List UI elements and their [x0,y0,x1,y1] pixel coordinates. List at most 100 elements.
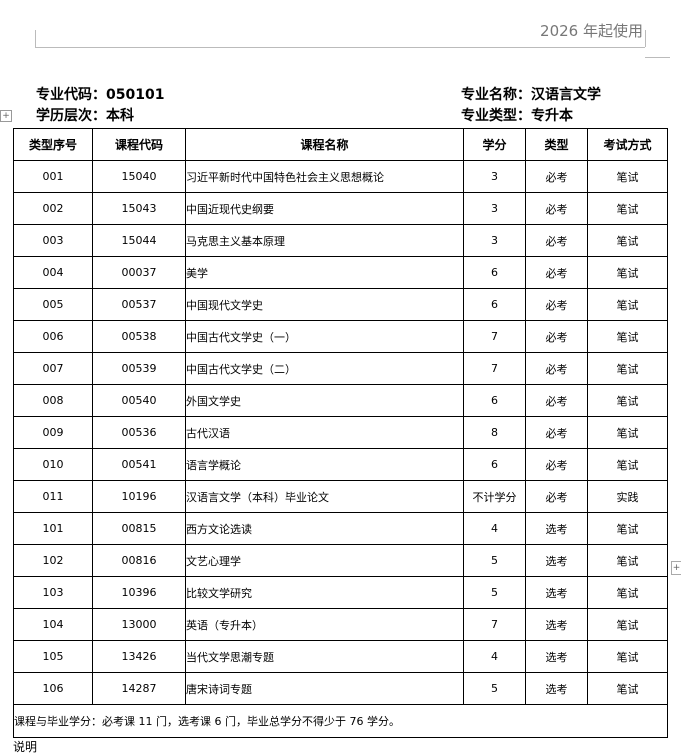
cell: 5 [463,544,526,577]
row-handle[interactable]: + [671,561,681,575]
table-row: 004 00037 美学 6 必考 笔试 [13,256,668,289]
cell: 选考 [525,608,588,641]
cell: 011 [13,480,93,513]
table-row: 006 00538 中国古代文学史（一） 7 必考 笔试 [13,320,668,353]
column-header: 考试方式 [587,128,668,161]
table-handle[interactable]: + [0,110,12,122]
table-row: 005 00537 中国现代文学史 6 必考 笔试 [13,288,668,321]
cell: 古代汉语 [185,416,464,449]
cell: 笔试 [587,576,668,609]
table-row: 001 15040 习近平新时代中国特色社会主义思想概论 3 必考 笔试 [13,160,668,193]
table-row: 007 00539 中国古代文学史（二） 7 必考 笔试 [13,352,668,385]
cell: 103 [13,576,93,609]
cell: 英语（专升本） [185,608,464,641]
cell: 笔试 [587,672,668,705]
cell: 008 [13,384,93,417]
cell: 14287 [92,672,186,705]
cell: 笔试 [587,288,668,321]
cell: 外国文学史 [185,384,464,417]
cell: 美学 [185,256,464,289]
cell: 笔试 [587,224,668,257]
cell: 10396 [92,576,186,609]
cell: 马克思主义基本原理 [185,224,464,257]
table-row: 002 15043 中国近现代史纲要 3 必考 笔试 [13,192,668,225]
cell: 必考 [525,352,588,385]
cell: 00537 [92,288,186,321]
cell: 00541 [92,448,186,481]
cell: 7 [463,320,526,353]
cell: 5 [463,576,526,609]
cell: 106 [13,672,93,705]
cell: 00539 [92,352,186,385]
table-row: 101 00815 西方文论选读 4 选考 笔试 [13,512,668,545]
cell: 00815 [92,512,186,545]
cell: 唐宋诗词专题 [185,672,464,705]
cell: 00538 [92,320,186,353]
cell: 6 [463,448,526,481]
cell: 6 [463,384,526,417]
cell: 101 [13,512,93,545]
cell: 009 [13,416,93,449]
cell: 3 [463,192,526,225]
column-header: 类型序号 [13,128,93,161]
table-row: 003 15044 马克思主义基本原理 3 必考 笔试 [13,224,668,257]
cell: 10196 [92,480,186,513]
cell: 15044 [92,224,186,257]
cell: 笔试 [587,448,668,481]
cell: 003 [13,224,93,257]
cell: 004 [13,256,93,289]
table-row: 008 00540 外国文学史 6 必考 笔试 [13,384,668,417]
cell: 007 [13,352,93,385]
cell: 笔试 [587,320,668,353]
corner-mark [645,30,646,47]
course-table: 类型序号 课程代码 课程名称 学分 类型 考试方式 001 15040 习近平新时代中国特色社… [13,128,668,738]
footer-row: 课程与毕业学分：必考课 11 门，选考课 6 门，毕业总学分不得少于 76 学分… [13,704,668,738]
cell: 005 [13,288,93,321]
cell: 必考 [525,320,588,353]
cell: 汉语言文学（本科）毕业论文 [185,480,464,513]
cell: 00536 [92,416,186,449]
cell: 00816 [92,544,186,577]
cell: 00540 [92,384,186,417]
cell: 010 [13,448,93,481]
cell: 00037 [92,256,186,289]
cell: 选考 [525,544,588,577]
cell: 13426 [92,640,186,673]
cell: 笔试 [587,256,668,289]
cell: 实践 [587,480,668,513]
table-row: 103 10396 比较文学研究 5 选考 笔试 [13,576,668,609]
cell: 4 [463,512,526,545]
cell: 中国近现代史纲要 [185,192,464,225]
cell: 必考 [525,224,588,257]
cell: 6 [463,288,526,321]
cell: 15043 [92,192,186,225]
header-row: 类型序号 课程代码 课程名称 学分 类型 考试方式 [13,128,668,161]
cell: 006 [13,320,93,353]
cell: 选考 [525,640,588,673]
cell: 必考 [525,416,588,449]
cell: 105 [13,640,93,673]
corner-mark [645,57,670,58]
table-row: 102 00816 文艺心理学 5 选考 笔试 [13,544,668,577]
cell: 必考 [525,160,588,193]
column-header: 学分 [463,128,526,161]
cell: 笔试 [587,192,668,225]
column-header: 课程名称 [185,128,464,161]
header-line [35,47,645,48]
major-name: 专业名称：汉语言文学 [461,87,601,103]
cell: 习近平新时代中国特色社会主义思想概论 [185,160,464,193]
column-header: 类型 [525,128,588,161]
cell: 比较文学研究 [185,576,464,609]
cell: 3 [463,160,526,193]
cell: 必考 [525,192,588,225]
cell: 104 [13,608,93,641]
cell: 中国现代文学史 [185,288,464,321]
cell: 笔试 [587,416,668,449]
cell: 笔试 [587,608,668,641]
table-row: 106 14287 唐宋诗词专题 5 选考 笔试 [13,672,668,705]
cell: 7 [463,608,526,641]
cell: 3 [463,224,526,257]
cell: 文艺心理学 [185,544,464,577]
cell: 笔试 [587,640,668,673]
